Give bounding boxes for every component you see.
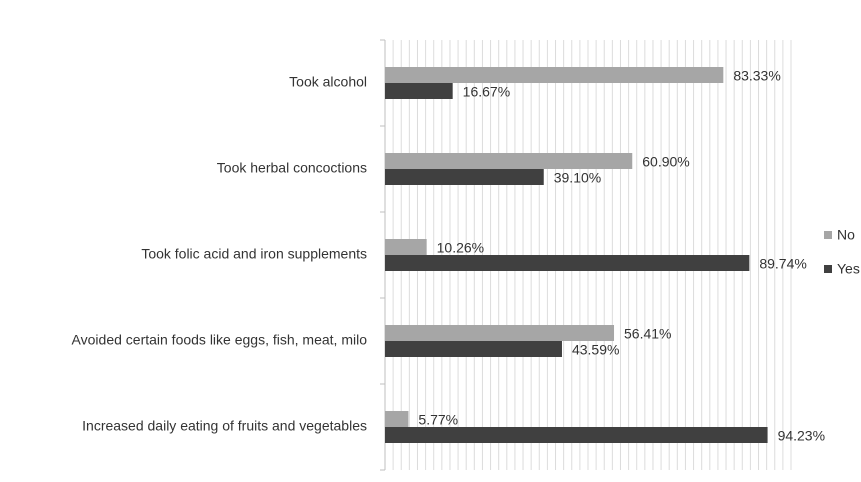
data-label: 94.23% [778,428,825,444]
data-label: 43.59% [572,342,619,358]
bar [385,341,562,357]
data-label: 5.77% [418,412,458,428]
category-label: Increased daily eating of fruits and veg… [82,418,367,434]
data-label: 83.33% [733,68,780,84]
category-label: Took herbal concoctions [217,160,367,176]
data-label: 60.90% [642,154,689,170]
legend-label: No [837,227,855,243]
data-label: 16.67% [463,84,510,100]
legend-swatch [824,231,832,239]
data-label: 89.74% [759,256,806,272]
bar [385,411,409,427]
bar [385,153,633,169]
bar [385,239,427,255]
category-label: Took alcohol [289,74,367,90]
bar [385,427,768,443]
bar [385,325,615,341]
data-label: 10.26% [437,240,484,256]
category-label: Avoided certain foods like eggs, fish, m… [72,332,368,348]
bar [385,169,544,185]
category-label: Took folic acid and iron supplements [141,246,367,262]
legend-swatch [824,265,832,273]
bar [385,67,724,83]
data-label: 39.10% [554,170,601,186]
legend-label: Yes [837,261,860,277]
bar [385,255,750,271]
bar [385,83,453,99]
data-label: 56.41% [624,326,671,342]
